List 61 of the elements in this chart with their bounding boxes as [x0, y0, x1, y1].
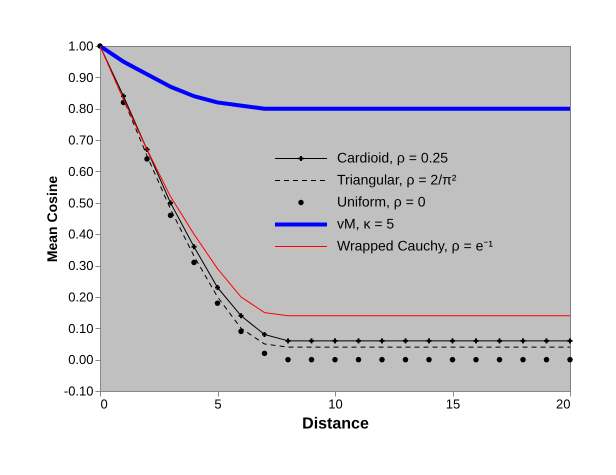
y-tick-label: 0.80: [68, 101, 94, 116]
point: [544, 356, 550, 362]
point: [496, 356, 502, 362]
legend-label: Wrapped Cauchy, ρ = e⁻¹: [337, 238, 494, 254]
point: [238, 313, 244, 318]
point: [568, 338, 572, 344]
point: [380, 338, 384, 344]
point: [567, 356, 573, 362]
legend-label: vM, κ = 5: [337, 216, 394, 232]
point: [426, 356, 432, 362]
x-tick-label: 15: [446, 396, 460, 412]
point: [474, 338, 478, 344]
point: [168, 212, 174, 218]
point: [285, 356, 291, 362]
x-tick-label: 0: [100, 396, 108, 412]
x-tick-label: 10: [328, 396, 343, 412]
y-tick-label: 0.00: [68, 352, 94, 368]
y-tick-label: 1.00: [68, 38, 94, 54]
point: [356, 356, 362, 362]
point: [238, 328, 244, 334]
x-tick-label: 5: [214, 396, 222, 412]
point: [191, 260, 197, 266]
point: [215, 285, 220, 290]
point: [332, 338, 338, 344]
point: [403, 338, 408, 344]
point: [497, 338, 502, 344]
point: [450, 356, 456, 362]
y-tick-label: 0.90: [68, 70, 94, 85]
point: [192, 244, 196, 250]
point: [544, 338, 549, 344]
y-tick-label: -0.10: [64, 384, 94, 398]
x-axis-title: Distance: [302, 416, 369, 432]
y-tick-label: 0.10: [68, 320, 94, 336]
x-tick-label: 20: [556, 396, 570, 412]
point: [214, 300, 220, 306]
y-tick-label: 0.30: [68, 258, 94, 274]
point: [520, 338, 526, 344]
point: [309, 338, 314, 344]
y-tick-label: 0.60: [68, 164, 94, 179]
y-axis-title: Mean Cosine: [44, 176, 60, 262]
y-tick-label: 0.70: [68, 132, 94, 148]
legend-label: Cardioid, ρ = 0.25: [337, 150, 448, 166]
point: [356, 338, 361, 344]
point: [450, 338, 455, 344]
point: [262, 350, 268, 356]
point: [308, 356, 314, 362]
point: [332, 356, 338, 362]
legend-label: Triangular, ρ = 2/π²: [337, 172, 457, 188]
point: [168, 200, 173, 206]
legend-label: Uniform, ρ = 0: [337, 194, 426, 210]
y-tick-label: 0.40: [68, 226, 94, 242]
point: [144, 156, 150, 162]
point: [426, 338, 432, 344]
point: [520, 356, 526, 362]
point: [473, 356, 479, 362]
y-tick-label: 0.50: [68, 195, 94, 210]
y-tick-label: 0.20: [68, 289, 94, 304]
point: [262, 332, 267, 338]
point: [379, 356, 385, 362]
point: [402, 356, 408, 362]
point: [286, 338, 290, 344]
